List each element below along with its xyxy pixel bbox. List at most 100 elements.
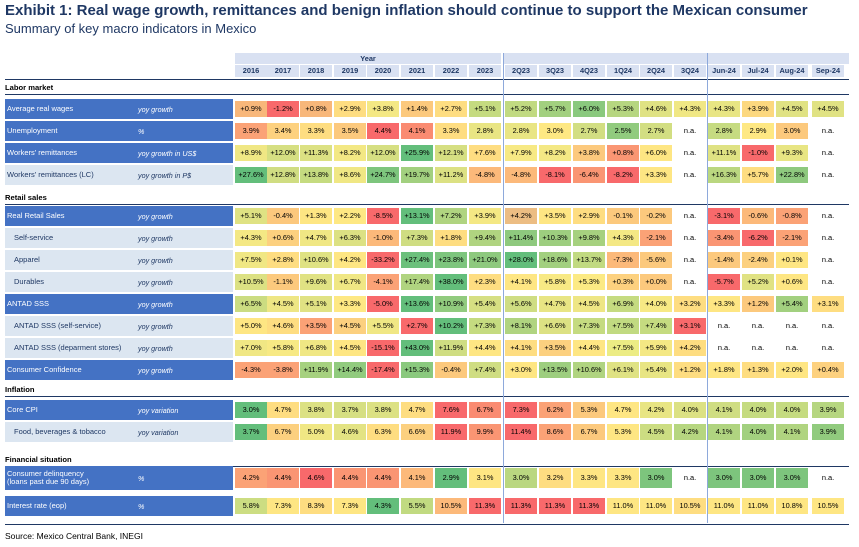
value-cell: +4.5% (267, 296, 299, 312)
value-cell: n.a. (708, 340, 740, 356)
row-label: Consumer delinquency (loans past due 90 … (7, 468, 90, 486)
value-cell: +3.9% (742, 101, 774, 117)
section-title-financial-situation: Financial situation (5, 455, 72, 464)
value-cell: +2.9% (573, 208, 605, 224)
value-cell: +17.4% (401, 274, 433, 290)
value-cell: 3.7% (235, 424, 267, 440)
value-cell: +6.1% (607, 362, 639, 378)
value-cell: +2.8% (267, 252, 299, 268)
row-label-background (5, 143, 233, 163)
value-cell: +0.9% (235, 101, 267, 117)
row-label: Self-service (14, 232, 54, 242)
row-label-background (5, 121, 233, 141)
row-label-background (5, 165, 233, 185)
value-cell: 2.7% (573, 123, 605, 139)
column-header-aug-24: Aug-24 (776, 65, 808, 77)
value-cell: n.a. (674, 468, 706, 488)
value-cell: +5.4% (640, 362, 672, 378)
value-cell: +1.3% (742, 362, 774, 378)
value-cell: 8.3% (300, 498, 332, 514)
value-cell: -5.0% (367, 296, 399, 312)
value-cell: 3.5% (334, 123, 366, 139)
value-cell: 11.9% (435, 424, 467, 440)
value-cell: +18.6% (539, 252, 571, 268)
column-header-2017: 2017 (267, 65, 299, 77)
value-cell: 7.3% (267, 498, 299, 514)
value-cell: n.a. (812, 123, 844, 139)
value-cell: +5.1% (469, 101, 501, 117)
row-unit: yoy growth in P$ (138, 170, 192, 180)
row-unit: yoy growth (138, 233, 173, 243)
value-cell: +3.3% (708, 296, 740, 312)
value-cell: +6.3% (334, 230, 366, 246)
value-cell: n.a. (812, 208, 844, 224)
value-cell: n.a. (742, 318, 774, 334)
value-cell: 5.0% (300, 424, 332, 440)
value-cell: 9.9% (469, 424, 501, 440)
value-cell: +23.8% (435, 252, 467, 268)
value-cell: 2.8% (505, 123, 537, 139)
value-cell: +0.0% (640, 274, 672, 290)
column-header-2019: 2019 (334, 65, 366, 77)
value-cell: 5.8% (235, 498, 267, 514)
value-cell: 6.2% (539, 402, 571, 418)
value-cell: +12.8% (267, 167, 299, 183)
row-unit: yoy growth (138, 211, 173, 221)
value-cell: 3.1% (469, 468, 501, 488)
value-cell: +12.0% (267, 145, 299, 161)
column-header-2018: 2018 (300, 65, 332, 77)
row-label: Average real wages (7, 103, 74, 113)
value-cell: 4.1% (776, 424, 808, 440)
section-separator (5, 466, 849, 467)
column-header-2q23: 2Q23 (505, 65, 537, 77)
value-cell: +1.8% (435, 230, 467, 246)
value-cell: +10.5% (235, 274, 267, 290)
value-cell: +13.7% (573, 252, 605, 268)
value-cell: -0.1% (607, 208, 639, 224)
group-divider (707, 53, 708, 523)
value-cell: -5.7% (708, 274, 740, 290)
value-cell: +4.1% (505, 340, 537, 356)
row-label-background (5, 360, 233, 380)
value-cell: +3.1% (674, 318, 706, 334)
row-unit: yoy growth (138, 365, 173, 375)
value-cell: 3.0% (776, 468, 808, 488)
value-cell: +7.3% (401, 230, 433, 246)
header-separator (5, 79, 849, 80)
value-cell: +5.7% (539, 101, 571, 117)
value-cell: n.a. (812, 318, 844, 334)
value-cell: n.a. (742, 340, 774, 356)
row-unit: yoy growth (138, 104, 173, 114)
value-cell: +7.5% (235, 252, 267, 268)
row-unit: % (138, 501, 145, 511)
value-cell: 4.7% (607, 402, 639, 418)
value-cell: -8.5% (367, 208, 399, 224)
value-cell: 5.5% (401, 498, 433, 514)
value-cell: 4.0% (776, 402, 808, 418)
row-label: Interest rate (eop) (7, 500, 67, 510)
value-cell: +10.9% (435, 296, 467, 312)
value-cell: 3.0% (708, 468, 740, 488)
row-label: ANTAD SSS (self-service) (14, 320, 101, 330)
section-separator (5, 94, 849, 95)
value-cell: +11.3% (300, 145, 332, 161)
value-cell: +9.3% (776, 145, 808, 161)
value-cell: 11.0% (607, 498, 639, 514)
value-cell: +0.3% (607, 274, 639, 290)
value-cell: +5.2% (505, 101, 537, 117)
value-cell: n.a. (674, 145, 706, 161)
value-cell: -1.0% (367, 230, 399, 246)
value-cell: +10.6% (573, 362, 605, 378)
value-cell: 3.9% (812, 424, 844, 440)
value-cell: -5.6% (640, 252, 672, 268)
value-cell: -1.4% (708, 252, 740, 268)
value-cell: +2.7% (435, 101, 467, 117)
value-cell: +0.8% (607, 145, 639, 161)
value-cell: +1.2% (674, 362, 706, 378)
value-cell: +2.0% (776, 362, 808, 378)
value-cell: 2.9% (435, 468, 467, 488)
value-cell: -0.8% (776, 208, 808, 224)
row-label-background (5, 400, 233, 420)
value-cell: +7.6% (469, 145, 501, 161)
value-cell: +11.9% (435, 340, 467, 356)
